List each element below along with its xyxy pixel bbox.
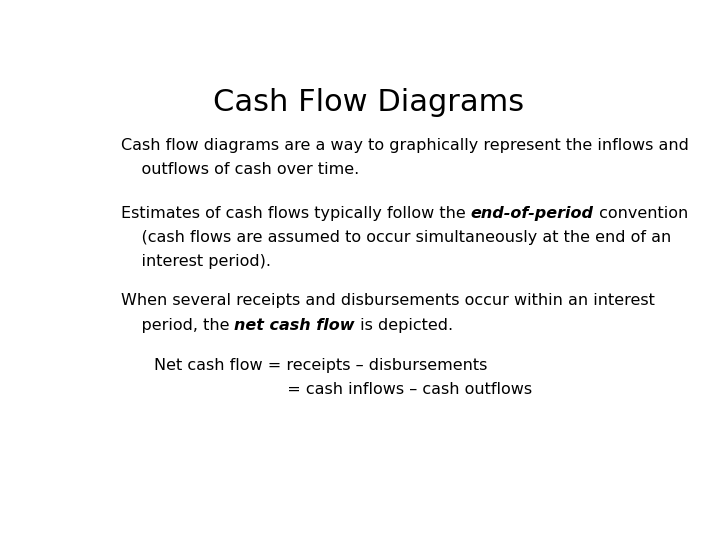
Text: Net cash flow = receipts – disbursements: Net cash flow = receipts – disbursements xyxy=(154,358,487,373)
Text: interest period).: interest period). xyxy=(121,254,271,269)
Text: Estimates of cash flows typically follow the: Estimates of cash flows typically follow… xyxy=(121,206,471,221)
Text: end-of-period: end-of-period xyxy=(471,206,593,221)
Text: net cash flow: net cash flow xyxy=(234,318,355,333)
Text: Cash flow diagrams are a way to graphically represent the inflows and: Cash flow diagrams are a way to graphica… xyxy=(121,138,688,153)
Text: outflows of cash over time.: outflows of cash over time. xyxy=(121,161,359,177)
Text: is depicted.: is depicted. xyxy=(355,318,453,333)
Text: (cash flows are assumed to occur simultaneously at the end of an: (cash flows are assumed to occur simulta… xyxy=(121,230,671,245)
Text: When several receipts and disbursements occur within an interest: When several receipts and disbursements … xyxy=(121,294,654,308)
Text: = cash inflows – cash outflows: = cash inflows – cash outflows xyxy=(154,382,532,397)
Text: Cash Flow Diagrams: Cash Flow Diagrams xyxy=(213,87,525,117)
Text: period, the: period, the xyxy=(121,318,234,333)
Text: convention: convention xyxy=(593,206,688,221)
